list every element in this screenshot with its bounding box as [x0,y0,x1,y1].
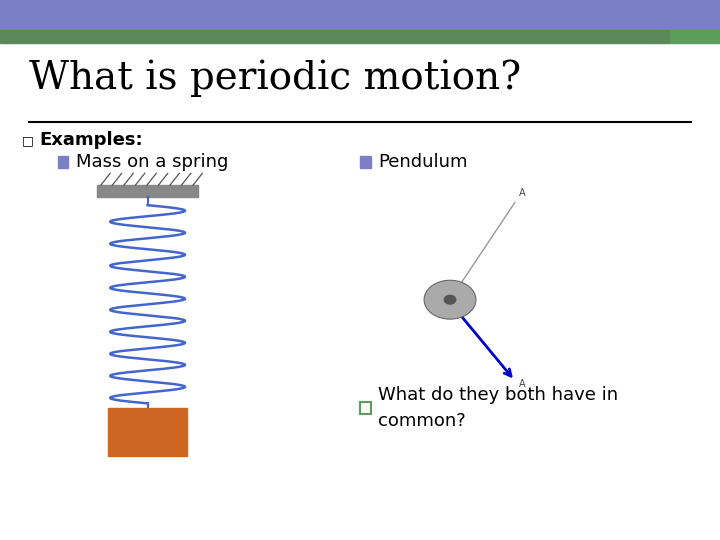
Bar [360,402,371,414]
Text: What is periodic motion?: What is periodic motion? [29,60,521,97]
Bar [97,185,198,197]
Text: Pendulum: Pendulum [378,153,467,171]
Text: Mass on a spring: Mass on a spring [76,153,228,171]
Bar [670,30,720,43]
Text: A: A [519,188,526,198]
Text: □: □ [22,134,33,147]
Bar [108,408,187,456]
Text: What do they both have in
common?: What do they both have in common? [378,386,618,430]
Text: A: A [519,379,526,389]
Bar [670,0,720,30]
Bar [360,156,371,168]
Bar [0,30,670,43]
Bar [58,156,68,168]
Text: Examples:: Examples: [40,131,143,150]
Circle shape [424,280,476,319]
Bar [0,0,670,30]
Circle shape [444,295,456,304]
